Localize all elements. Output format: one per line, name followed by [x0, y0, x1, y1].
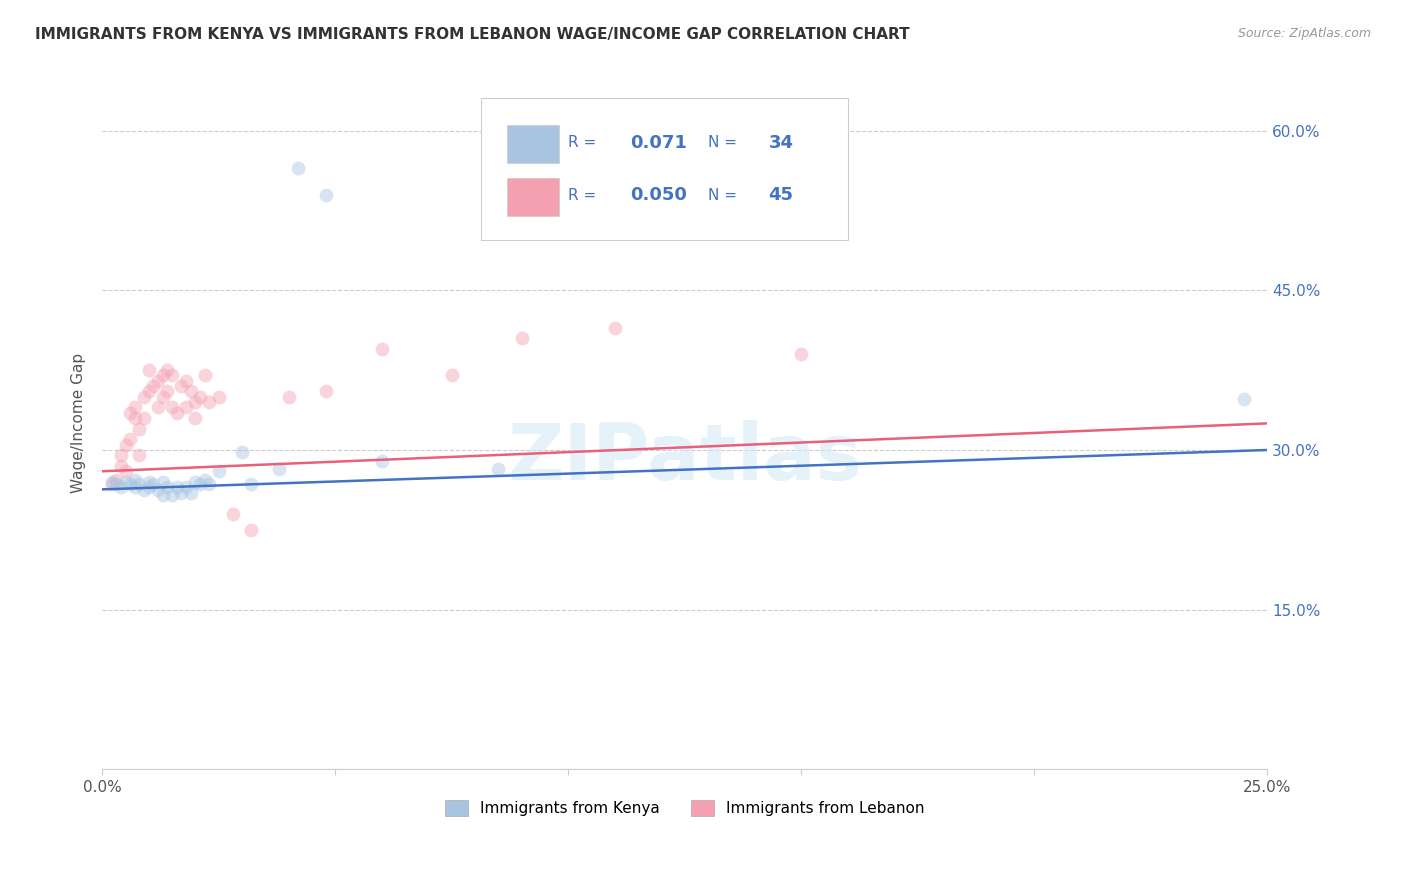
Point: [287, 161, 309, 175]
Point: [156, 384, 179, 399]
Point: [166, 480, 188, 494]
Point: [120, 406, 142, 420]
Point: [174, 480, 197, 494]
Point: [114, 437, 136, 451]
Point: [146, 401, 169, 415]
Point: [269, 462, 291, 476]
Point: [110, 448, 132, 462]
Point: [134, 390, 156, 404]
Text: N =: N =: [709, 135, 742, 150]
Point: [114, 464, 136, 478]
Text: Source: ZipAtlas.com: Source: ZipAtlas.com: [1237, 27, 1371, 40]
Y-axis label: Wage/Income Gap: Wage/Income Gap: [72, 353, 86, 493]
FancyBboxPatch shape: [506, 178, 560, 216]
Point: [160, 401, 183, 415]
Point: [134, 483, 156, 498]
Point: [180, 384, 202, 399]
Point: [138, 475, 160, 489]
Point: [184, 475, 207, 489]
Point: [124, 473, 146, 487]
Point: [114, 475, 136, 489]
Text: R =: R =: [568, 135, 602, 150]
Point: [170, 485, 193, 500]
Point: [120, 433, 142, 447]
Point: [208, 464, 231, 478]
Point: [146, 374, 169, 388]
Point: [231, 445, 253, 459]
Legend: Immigrants from Kenya, Immigrants from Lebanon: Immigrants from Kenya, Immigrants from L…: [437, 793, 932, 824]
Point: [124, 411, 146, 425]
Point: [110, 458, 132, 473]
Text: 0.071: 0.071: [630, 134, 688, 152]
Point: [120, 477, 142, 491]
Point: [138, 480, 160, 494]
Point: [315, 384, 337, 399]
FancyBboxPatch shape: [506, 125, 560, 163]
Point: [124, 480, 146, 494]
FancyBboxPatch shape: [481, 98, 848, 240]
Point: [174, 401, 197, 415]
Point: [134, 411, 156, 425]
Point: [152, 368, 174, 383]
Text: R =: R =: [568, 187, 602, 202]
Point: [371, 342, 394, 356]
Point: [510, 331, 533, 345]
Point: [240, 477, 263, 491]
Point: [180, 485, 202, 500]
Point: [166, 406, 188, 420]
Point: [128, 448, 150, 462]
Point: [440, 368, 463, 383]
Text: N =: N =: [709, 187, 742, 202]
Point: [128, 422, 150, 436]
Point: [152, 488, 174, 502]
Point: [208, 390, 231, 404]
Point: [156, 363, 179, 377]
Point: [184, 411, 207, 425]
Point: [222, 507, 245, 521]
Point: [170, 379, 193, 393]
Point: [174, 374, 197, 388]
Point: [160, 368, 183, 383]
Point: [188, 477, 211, 491]
Point: [160, 488, 183, 502]
Point: [100, 477, 122, 491]
Point: [142, 477, 165, 491]
Point: [240, 523, 263, 537]
Point: [138, 384, 160, 399]
Point: [194, 368, 217, 383]
Point: [603, 320, 626, 334]
Point: [277, 390, 299, 404]
Point: [486, 462, 509, 476]
Point: [152, 475, 174, 489]
Point: [152, 390, 174, 404]
Point: [100, 475, 122, 489]
Point: [156, 480, 179, 494]
Text: IMMIGRANTS FROM KENYA VS IMMIGRANTS FROM LEBANON WAGE/INCOME GAP CORRELATION CHA: IMMIGRANTS FROM KENYA VS IMMIGRANTS FROM…: [35, 27, 910, 42]
Point: [315, 187, 337, 202]
Point: [184, 395, 207, 409]
Point: [142, 379, 165, 393]
Point: [198, 395, 221, 409]
Point: [128, 477, 150, 491]
Point: [198, 477, 221, 491]
Text: 34: 34: [769, 134, 793, 152]
Point: [146, 483, 169, 498]
Point: [194, 473, 217, 487]
Text: 45: 45: [769, 186, 793, 204]
Point: [110, 480, 132, 494]
Text: ZIPatlas: ZIPatlas: [508, 420, 862, 496]
Point: [790, 347, 813, 361]
Point: [105, 473, 128, 487]
Point: [138, 363, 160, 377]
Point: [1233, 392, 1256, 406]
Text: 0.050: 0.050: [630, 186, 688, 204]
Point: [188, 390, 211, 404]
Point: [124, 401, 146, 415]
Point: [371, 453, 394, 467]
Point: [105, 477, 128, 491]
